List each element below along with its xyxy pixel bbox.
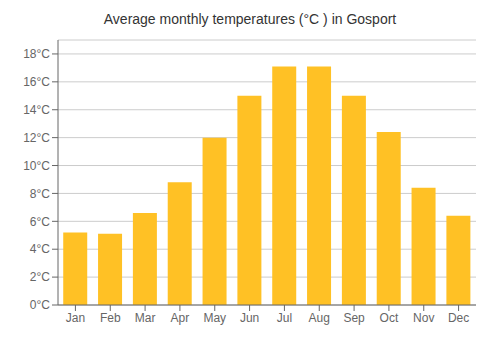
html-text:Average monthly temperatures (: Average monthly temperatures (°C ) in Go… — [103, 11, 397, 27]
svg-text:Jan: Jan — [66, 311, 85, 325]
svg-text:18°C: 18°C — [23, 47, 50, 61]
svg-text:10°C: 10°C — [23, 159, 50, 173]
svg-text:4°C: 4°C — [30, 242, 50, 256]
svg-text:0°C: 0°C — [30, 298, 50, 312]
svg-text:Mar: Mar — [135, 311, 156, 325]
svg-text:6°C: 6°C — [30, 215, 50, 229]
svg-text:May: May — [203, 311, 226, 325]
svg-text:Oct: Oct — [380, 311, 399, 325]
svg-text:16°C: 16°C — [23, 75, 50, 89]
svg-text:Apr: Apr — [171, 311, 190, 325]
svg-text:8°C: 8°C — [30, 187, 50, 201]
svg-text:Jul: Jul — [277, 311, 292, 325]
svg-text:2°C: 2°C — [30, 270, 50, 284]
svg-text:12°C: 12°C — [23, 131, 50, 145]
svg-text:14°C: 14°C — [23, 103, 50, 117]
svg-text:Aug: Aug — [309, 311, 330, 325]
svg-text:Jun: Jun — [240, 311, 259, 325]
svg-text:Feb: Feb — [100, 311, 121, 325]
svg-text:Dec: Dec — [448, 311, 469, 325]
svg-text:Nov: Nov — [413, 311, 434, 325]
svg-text:Sep: Sep — [343, 311, 365, 325]
